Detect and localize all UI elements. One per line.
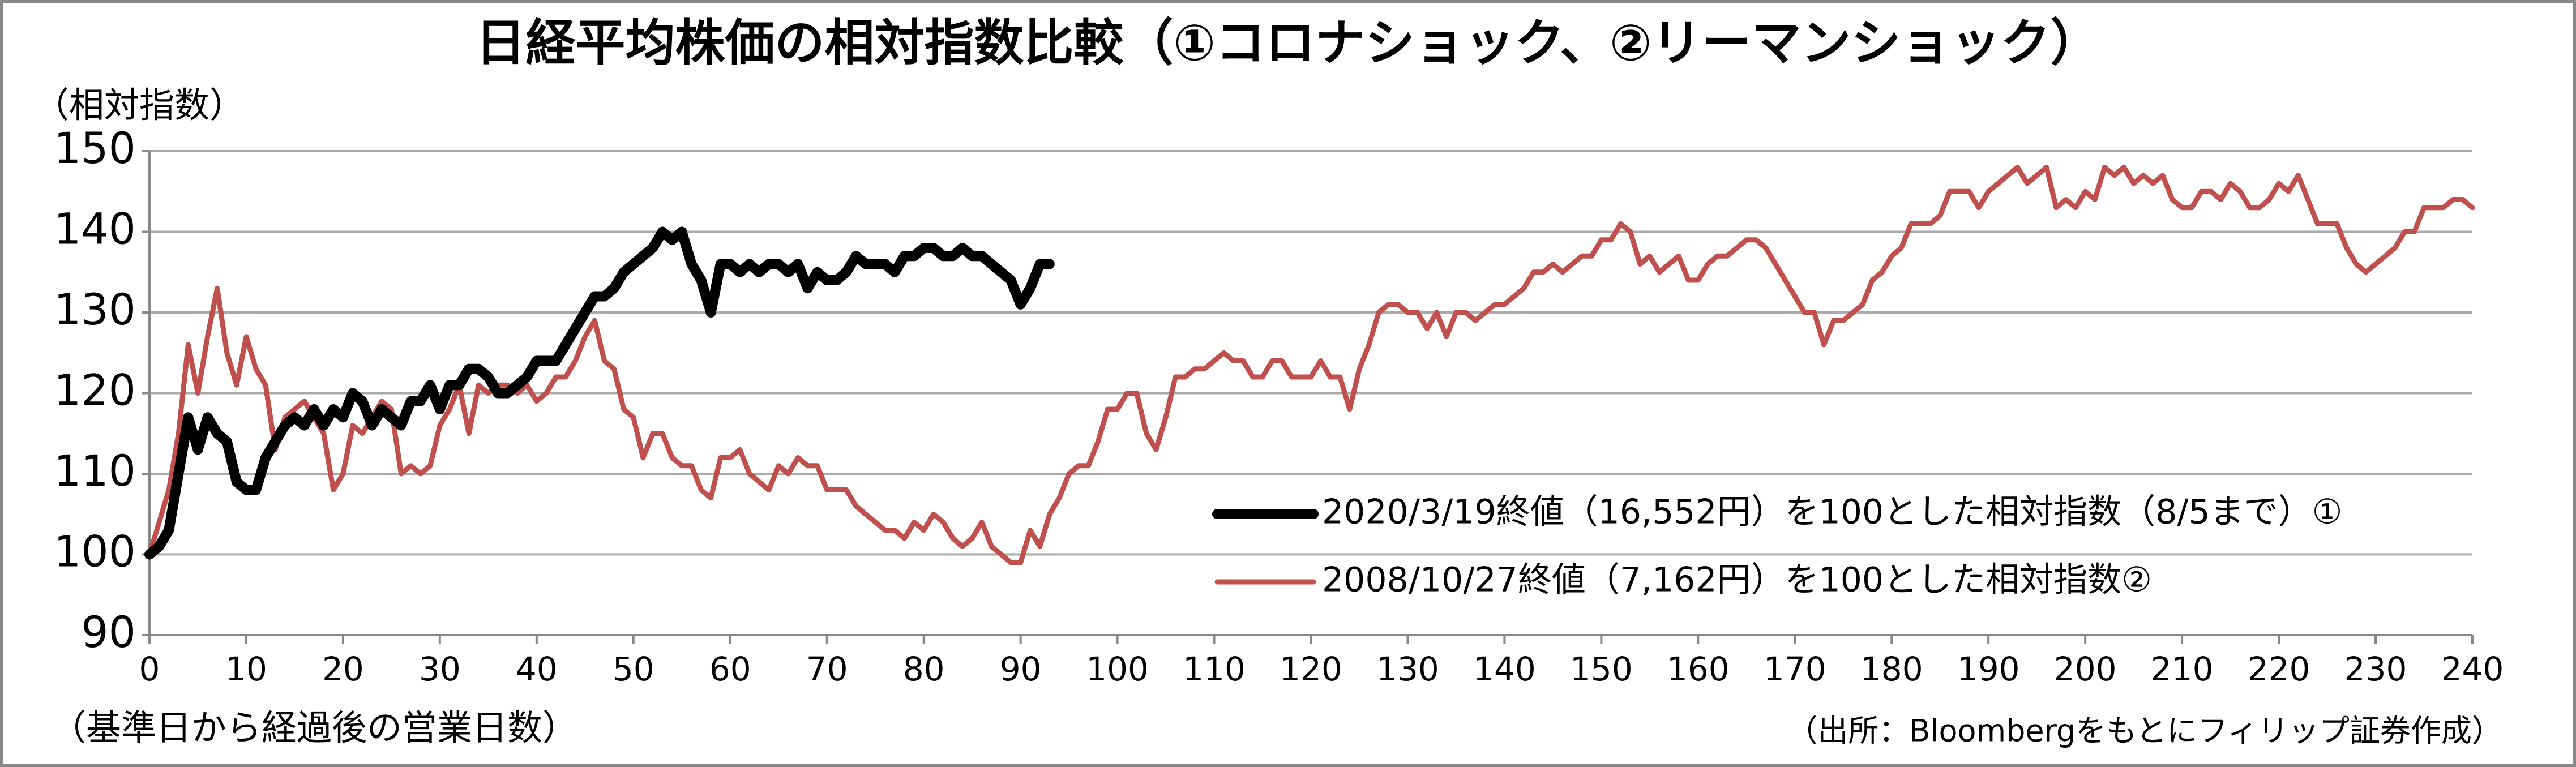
series-line <box>147 165 2475 565</box>
source-note: （出所：Bloombergをもとにフィリップ証券作成） <box>1787 713 2502 749</box>
x-tick-label: 120 <box>1280 650 1342 688</box>
x-tick-label: 30 <box>419 650 461 688</box>
x-tick-label: 10 <box>225 650 267 688</box>
y-axis-label: （相対指数） <box>34 84 245 126</box>
y-tick-label: 90 <box>81 607 136 657</box>
x-tick-label: 20 <box>322 650 364 688</box>
legend-label: 2020/3/19終値（16,552円）を100とした相対指数（8/5まで）① <box>1322 492 2342 532</box>
x-tick-label: 60 <box>709 650 751 688</box>
y-tick-label: 150 <box>54 123 136 173</box>
y-tick-label: 100 <box>54 526 136 576</box>
x-tick-label: 180 <box>1860 650 1923 688</box>
y-tick-label: 130 <box>54 284 136 335</box>
chart-title: 日経平均株価の相対指数比較（①コロナショック、②リーマンショック） <box>476 14 2100 72</box>
x-axis-label: （基準日から経過後の営業日数） <box>51 707 577 748</box>
y-tick-label: 120 <box>54 365 136 415</box>
x-tick-label: 110 <box>1183 650 1246 688</box>
legend-label: 2008/10/27終値（7,162円）を100とした相対指数② <box>1322 560 2152 600</box>
x-tick-label: 50 <box>613 650 654 688</box>
x-tick-label: 70 <box>806 650 848 688</box>
x-tick-label: 160 <box>1667 650 1730 688</box>
x-tick-label: 40 <box>516 650 558 688</box>
x-tick-label: 140 <box>1473 650 1536 688</box>
x-tick-label: 200 <box>2054 650 2117 688</box>
x-tick-label: 240 <box>2441 650 2504 688</box>
y-tick-label: 110 <box>54 445 136 496</box>
x-tick-label: 100 <box>1086 650 1149 688</box>
x-tick-label: 130 <box>1376 650 1439 688</box>
x-tick-label: 0 <box>139 650 160 688</box>
x-tick-label: 220 <box>2248 650 2310 688</box>
x-tick-label: 190 <box>1957 650 2020 688</box>
x-tick-label: 210 <box>2151 650 2214 688</box>
x-tick-label: 80 <box>903 650 945 688</box>
x-tick-label: 90 <box>1000 650 1042 688</box>
x-tick-label: 150 <box>1570 650 1633 688</box>
series-line <box>144 226 1055 560</box>
x-tick-label: 170 <box>1764 650 1826 688</box>
y-tick-label: 140 <box>54 203 136 254</box>
x-tick-label: 230 <box>2344 650 2407 688</box>
